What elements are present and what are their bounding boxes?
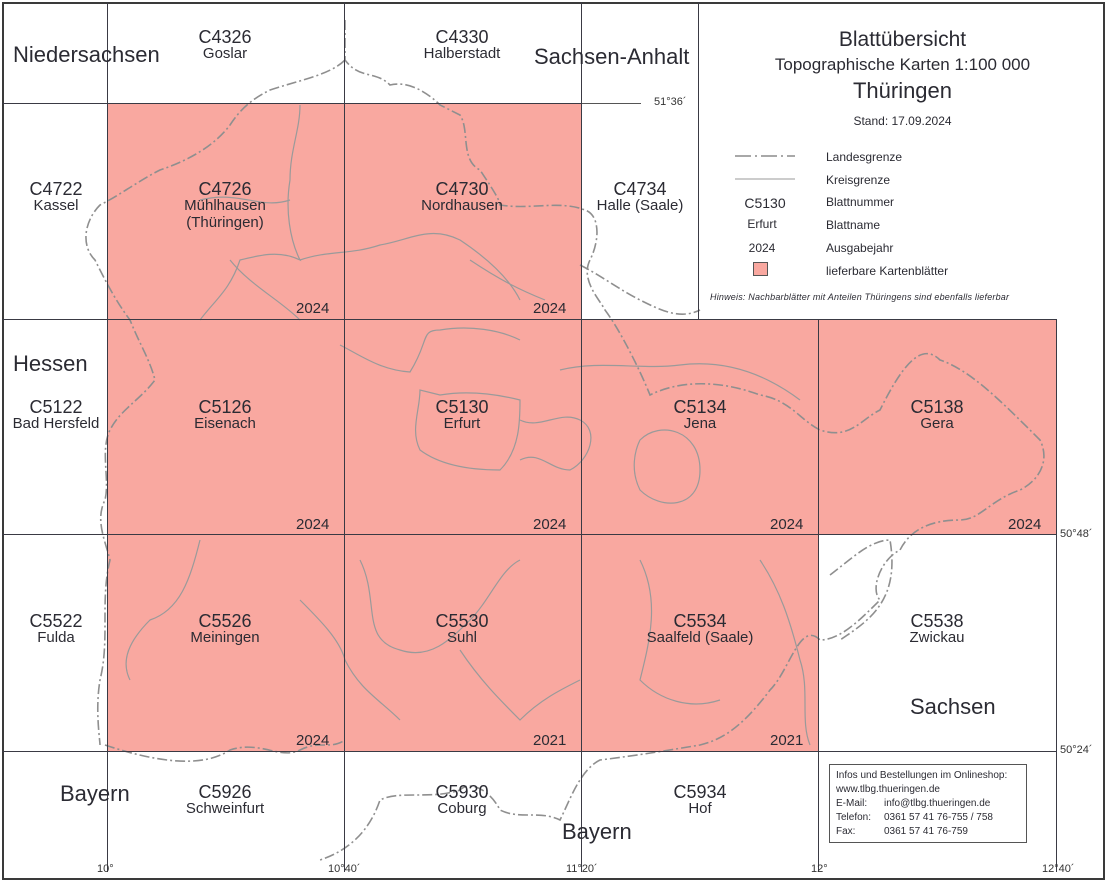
legend-label-blattname: Blattname bbox=[826, 218, 881, 232]
sheet-year: 2024 bbox=[533, 516, 567, 533]
phone-label: Telefon: bbox=[836, 812, 872, 823]
lat-label: 50°24´ bbox=[1060, 744, 1093, 756]
legend-label-ausgabejahr: Ausgabejahr bbox=[826, 241, 894, 255]
sheet-label-c5134: C5134 Jena bbox=[673, 397, 727, 432]
lon-label: 10° bbox=[97, 863, 114, 875]
gridline bbox=[1056, 319, 1057, 872]
sheet-label-c5138: C5138 Gera bbox=[910, 397, 964, 432]
gridline bbox=[2, 319, 1056, 320]
legend-stand: Stand: 17.09.2024 bbox=[853, 114, 952, 128]
info-url-link[interactable]: www.tlbg.thueringen.de bbox=[836, 784, 940, 795]
legend-label-landesgrenze: Landesgrenze bbox=[826, 150, 903, 164]
lon-label: 12°40´ bbox=[1042, 863, 1075, 875]
state-label-sachsen-anhalt: Sachsen-Anhalt bbox=[534, 44, 690, 69]
lat-label: 51°36´ bbox=[654, 96, 687, 108]
legend-label-kreisgrenze: Kreisgrenze bbox=[826, 173, 891, 187]
available-swatch-icon bbox=[753, 262, 768, 276]
email-link[interactable]: info@tlbg.thueringen.de bbox=[884, 798, 991, 809]
sheet-label-c4726: C4726 Mühlhausen (Thüringen) bbox=[184, 179, 266, 231]
sheet-label-c5126: C5126 Eisenach bbox=[194, 397, 256, 432]
legend-subtitle: Topographische Karten 1:100 000 bbox=[774, 55, 1031, 74]
legend-symbol-number: C5130 bbox=[744, 195, 786, 211]
lon-label: 11°20´ bbox=[566, 863, 598, 875]
state-label-sachsen: Sachsen bbox=[910, 694, 996, 719]
legend-label-lieferbar: lieferbare Kartenblätter bbox=[826, 264, 949, 278]
sheet-year: 2021 bbox=[770, 732, 804, 749]
lon-label: 12° bbox=[811, 863, 828, 875]
sheet-label-c5522: C5522 Fulda bbox=[29, 611, 83, 646]
sheet-c5534[interactable] bbox=[581, 534, 818, 751]
sheet-c5530[interactable] bbox=[344, 534, 581, 751]
sheet-label-c5934: C5934 Hof bbox=[673, 782, 727, 817]
sheet-label-c5122: C5122 Bad Hersfeld bbox=[12, 397, 100, 432]
phone-value: 0361 57 41 76-755 / 758 bbox=[884, 812, 993, 823]
sheet-year: 2021 bbox=[533, 732, 567, 749]
state-label-hessen: Hessen bbox=[13, 351, 88, 376]
sheet-year: 2024 bbox=[1008, 516, 1042, 533]
sheet-label-c5930: C5930 Coburg bbox=[435, 782, 489, 817]
gridline bbox=[581, 2, 582, 872]
district-border-icon bbox=[125, 104, 811, 746]
legend-region: Thüringen bbox=[852, 78, 953, 103]
gridline bbox=[818, 319, 819, 872]
legend-title: Blattübersicht bbox=[838, 28, 967, 51]
state-label-niedersachsen: Niedersachsen bbox=[13, 42, 160, 67]
state-label-bayern-west: Bayern bbox=[60, 781, 130, 806]
sheet-label-c5926: C5926 Schweinfurt bbox=[185, 782, 265, 817]
sheet-label-c4734: C4734 Halle (Saale) bbox=[596, 179, 684, 214]
legend-hint: Hinweis: Nachbarblätter mit Anteilen Thü… bbox=[710, 292, 1010, 302]
gridline bbox=[107, 2, 108, 872]
sheet-c5130[interactable] bbox=[344, 319, 581, 534]
legend-symbol-name: Erfurt bbox=[747, 217, 777, 231]
fax-value: 0361 57 41 76-759 bbox=[884, 826, 968, 837]
sheet-label-c5526: C5526 Meiningen bbox=[190, 611, 260, 646]
sheet-c4730[interactable] bbox=[344, 103, 581, 319]
sheet-label-c5538: C5538 Zwickau bbox=[909, 611, 965, 646]
sheet-label-c4326: C4326 Goslar bbox=[198, 27, 252, 62]
info-box: Infos und Bestellungen im Onlineshop: ww… bbox=[829, 764, 1027, 843]
legend-symbol-year: 2024 bbox=[748, 241, 776, 255]
gridline bbox=[818, 751, 1056, 752]
gridline bbox=[2, 751, 818, 752]
legend-divider bbox=[698, 2, 699, 319]
sheet-label-c5130: C5130 Erfurt bbox=[435, 397, 489, 432]
state-label-bayern-south: Bayern bbox=[562, 819, 632, 844]
sheet-year: 2024 bbox=[533, 300, 567, 317]
info-heading: Infos und Bestellungen im Onlineshop: bbox=[836, 770, 1008, 781]
sheet-c5138[interactable] bbox=[818, 319, 1056, 534]
sheet-year: 2024 bbox=[296, 732, 330, 749]
lat-label: 50°48´ bbox=[1060, 528, 1093, 540]
landesgrenze-line-icon bbox=[735, 155, 795, 180]
legend-label-blattnummer: Blattnummer bbox=[826, 195, 895, 209]
gridline bbox=[2, 534, 1056, 535]
sheet-label-c5530: C5530 Suhl bbox=[435, 611, 489, 646]
gridline bbox=[2, 103, 581, 104]
sheet-label-c4722: C4722 Kassel bbox=[29, 179, 83, 214]
sheet-label-c5534: C5534 Saalfeld (Saale) bbox=[646, 611, 754, 646]
sheet-c4726[interactable] bbox=[107, 103, 344, 319]
sheet-label-c4730: C4730 Nordhausen bbox=[421, 179, 503, 214]
sheet-year: 2024 bbox=[296, 516, 330, 533]
gridline bbox=[581, 103, 641, 104]
sheet-year: 2024 bbox=[296, 300, 330, 317]
sheet-year: 2024 bbox=[770, 516, 804, 533]
sheet-label-c4330: C4330 Halberstadt bbox=[423, 27, 501, 62]
fax-label: Fax: bbox=[836, 826, 856, 837]
sheet-c5526[interactable] bbox=[107, 534, 344, 751]
gridline bbox=[344, 2, 345, 872]
sheet-c5134[interactable] bbox=[581, 319, 818, 534]
lon-label: 10°40´ bbox=[328, 863, 361, 875]
email-label: E-Mail: bbox=[836, 798, 868, 809]
